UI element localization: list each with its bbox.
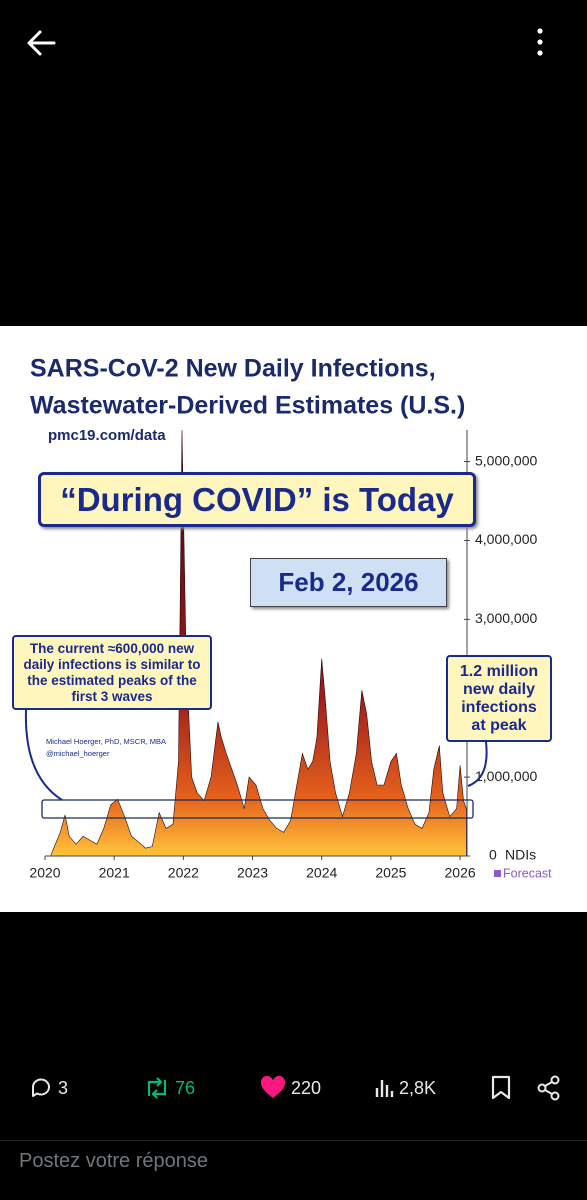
x-tick-label: 2025	[375, 865, 406, 881]
y-tick-label: 1,000,000	[475, 768, 537, 784]
view-count: 2,8K	[399, 1077, 437, 1098]
like-count: 220	[291, 1077, 322, 1098]
date-box: Feb 2, 2026	[250, 558, 447, 607]
arrow	[24, 709, 63, 801]
annotation: The current ≈600,000 new daily infection…	[12, 635, 212, 710]
y-tick-label: 4,000,000	[475, 531, 537, 547]
credit: Michael Hoerger, PhD, MSCR, MBA	[46, 737, 166, 746]
annotation: 1.2 million new daily infections at peak	[446, 655, 552, 742]
arrow	[467, 741, 488, 787]
y-tick-label: 3,000,000	[475, 610, 537, 626]
repost-button[interactable]: 76	[144, 1076, 195, 1100]
x-tick-label: 2024	[306, 865, 337, 881]
repost-count: 76	[175, 1077, 196, 1098]
source: pmc19.com/data	[48, 427, 166, 444]
like-button[interactable]: 220	[260, 1076, 321, 1100]
x-tick-label: 2026	[445, 865, 476, 881]
divider	[0, 1140, 587, 1141]
chart-title: Wastewater-Derived Estimates (U.S.)	[30, 392, 465, 420]
more-button[interactable]	[530, 26, 550, 58]
level-box	[41, 799, 474, 819]
like-icon	[260, 1076, 286, 1098]
back-button[interactable]	[24, 27, 60, 59]
banner: “During COVID” is Today	[38, 472, 476, 527]
x-tick-label: 2023	[237, 865, 268, 881]
x-tick-label: 2021	[99, 865, 130, 881]
views-button[interactable]: 2,8K	[374, 1076, 436, 1100]
legend-label: Forecast	[503, 866, 552, 880]
share-button[interactable]	[536, 1075, 562, 1101]
reply-icon	[32, 1078, 50, 1097]
reply-button[interactable]: 3	[29, 1076, 68, 1100]
x-tick-label: 2020	[29, 865, 60, 881]
y-axis-label: NDIs	[505, 847, 536, 863]
bookmark-button[interactable]	[490, 1075, 512, 1101]
chart: SARS-CoV-2 New Daily Infections, Wastewa…	[24, 355, 552, 881]
reply-input[interactable]: Postez votre réponse	[19, 1150, 208, 1172]
legend-swatch	[494, 870, 501, 877]
y-tick-label: 5,000,000	[475, 452, 537, 468]
y-tick-label: 0	[489, 847, 497, 863]
area	[50, 429, 467, 857]
views-icon	[375, 1080, 394, 1097]
x-tick-label: 2022	[168, 865, 199, 881]
repost-icon	[147, 1077, 167, 1099]
image: SARS-CoV-2 New Daily Infections, Wastewa…	[0, 326, 587, 912]
credit: @michael_hoerger	[46, 749, 110, 758]
reply-count: 3	[58, 1077, 69, 1098]
chart-title: SARS-CoV-2 New Daily Infections,	[30, 355, 436, 383]
